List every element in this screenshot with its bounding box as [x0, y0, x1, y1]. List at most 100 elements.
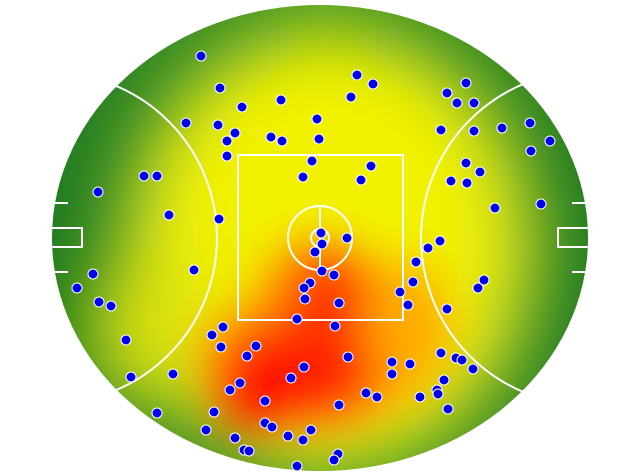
point [212, 119, 224, 131]
point [316, 238, 328, 250]
point [386, 368, 398, 380]
point [229, 432, 241, 444]
point [422, 242, 434, 254]
point [276, 135, 288, 147]
point [456, 354, 468, 366]
point [407, 276, 419, 288]
point [93, 296, 105, 308]
point [275, 94, 287, 106]
point [298, 282, 310, 294]
point [367, 78, 379, 90]
point [214, 82, 226, 94]
point [535, 198, 547, 210]
point [404, 358, 416, 370]
point [311, 113, 323, 125]
point [316, 265, 328, 277]
point [468, 125, 480, 137]
point [461, 177, 473, 189]
point [138, 170, 150, 182]
point [451, 97, 463, 109]
point [333, 399, 345, 411]
point [120, 334, 132, 346]
point [291, 313, 303, 325]
point [309, 246, 321, 258]
point [208, 406, 220, 418]
point [524, 117, 536, 129]
point [341, 232, 353, 244]
point [305, 424, 317, 436]
point [460, 157, 472, 169]
point [236, 101, 248, 113]
point [460, 77, 472, 89]
point [151, 407, 163, 419]
point [291, 460, 303, 472]
point [434, 235, 446, 247]
point [345, 91, 357, 103]
point [313, 133, 325, 145]
point [360, 387, 372, 399]
point [315, 227, 327, 239]
point [328, 269, 340, 281]
point [442, 403, 454, 415]
point [188, 264, 200, 276]
point [328, 454, 340, 466]
point [351, 69, 363, 81]
point [105, 300, 117, 312]
point [125, 371, 137, 383]
point [217, 321, 229, 333]
point [410, 256, 422, 268]
point [342, 351, 354, 363]
point [250, 340, 262, 352]
point [468, 97, 480, 109]
point [195, 50, 207, 62]
point [445, 175, 457, 187]
point [441, 303, 453, 315]
point [92, 186, 104, 198]
point [478, 274, 490, 286]
point [432, 388, 444, 400]
point [163, 209, 175, 221]
point [386, 356, 398, 368]
point [87, 268, 99, 280]
point [472, 282, 484, 294]
point [243, 445, 255, 457]
point [525, 145, 537, 157]
point [298, 361, 310, 373]
point [282, 430, 294, 442]
point [299, 293, 311, 305]
point [266, 421, 278, 433]
point [265, 131, 277, 143]
point [180, 117, 192, 129]
point [221, 135, 233, 147]
point [151, 170, 163, 182]
point [474, 166, 486, 178]
point [402, 299, 414, 311]
point [365, 160, 377, 172]
point [489, 202, 501, 214]
point [215, 341, 227, 353]
point [241, 350, 253, 362]
point [200, 424, 212, 436]
point [441, 87, 453, 99]
point [234, 377, 246, 389]
point [221, 150, 233, 162]
points [71, 50, 556, 472]
point [167, 368, 179, 380]
point [224, 384, 236, 396]
point [297, 434, 309, 446]
point [213, 213, 225, 225]
point [71, 282, 83, 294]
point [496, 122, 508, 134]
point [297, 171, 309, 183]
point [306, 155, 318, 167]
point [414, 391, 426, 403]
point [329, 320, 341, 332]
point [355, 174, 367, 186]
point [544, 135, 556, 147]
point [229, 127, 241, 139]
point [467, 363, 479, 375]
point [259, 395, 271, 407]
